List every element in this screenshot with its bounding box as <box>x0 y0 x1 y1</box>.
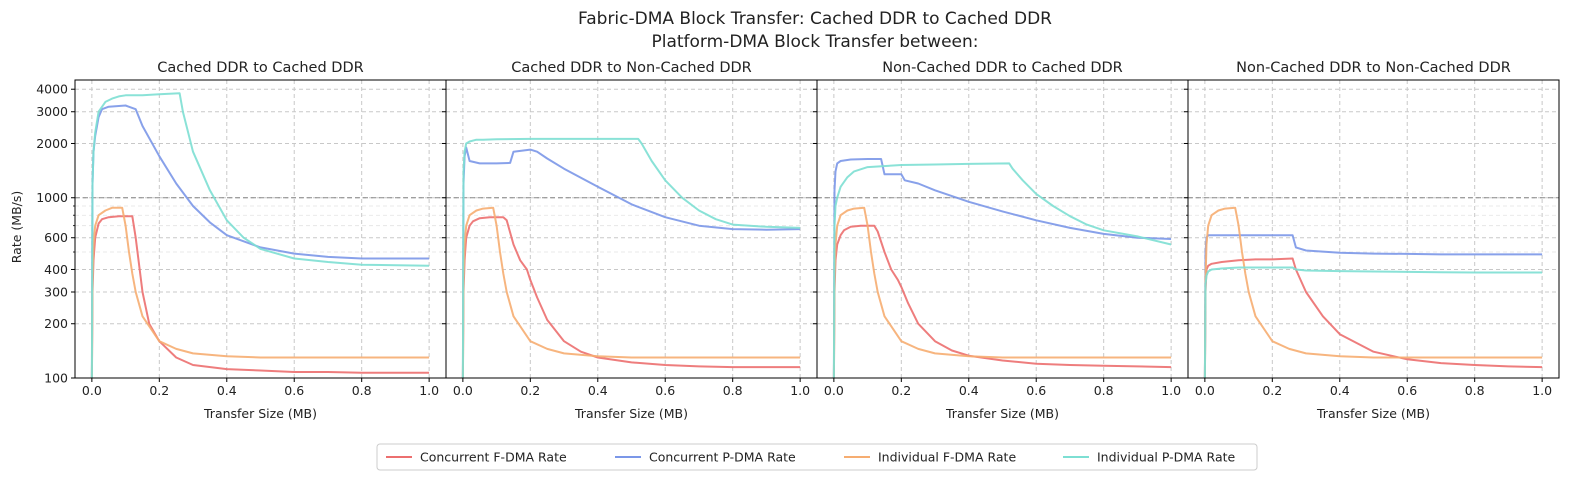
series-concurrent-p-dma-rate <box>90 104 430 378</box>
x-axis-label: Transfer Size (MB) <box>203 406 317 421</box>
series-concurrent-p-dma-rate <box>461 146 801 378</box>
x-tick-label: 0.2 <box>891 383 911 398</box>
panel-title: Non-Cached DDR to Cached DDR <box>882 60 1123 76</box>
panel-4: 0.0 0.2 0.4 0.6 0.8 1.0 Non-Cached DDR to Non-… <box>1184 60 1560 421</box>
x-tick-label: 0.6 <box>1397 383 1417 398</box>
series-individual-p-dma-rate <box>1203 266 1543 378</box>
y-tick-label: 600 <box>44 230 68 245</box>
x-tick-label: 0.0 <box>82 383 102 398</box>
series-concurrent-p-dma-rate <box>832 158 1172 378</box>
x-tick-label: 1.0 <box>419 383 439 398</box>
panel-3: 0.0 0.2 0.4 0.6 0.8 1.0 Non-Cached DDR to Cach… <box>813 60 1189 421</box>
panel-frame <box>1187 79 1560 379</box>
series-individual-f-dma-rate <box>461 206 801 378</box>
y-tick-label: 2000 <box>36 136 68 151</box>
x-tick-label: 0.8 <box>723 383 743 398</box>
suptitle-line1: Fabric-DMA Block Transfer: Cached DDR to… <box>578 9 1052 29</box>
x-axis-label: Transfer Size (MB) <box>1316 406 1430 421</box>
series-concurrent-f-dma-rate <box>461 216 801 378</box>
panel-title: Cached DDR to Cached DDR <box>157 60 363 76</box>
chart-panels: 0.0 0.2 0.4 0.6 0.8 1.0 100 200 300 400 600 1000 200… <box>36 60 1560 421</box>
series-group <box>832 158 1172 378</box>
series-individual-p-dma-rate <box>461 137 801 378</box>
x-tick-label: 0.4 <box>959 383 979 398</box>
x-tick-label: 1.0 <box>790 383 810 398</box>
legend: Concurrent F-DMA Rate Concurrent P-DMA R… <box>376 443 1258 471</box>
panel-title: Non-Cached DDR to Non-Cached DDR <box>1236 60 1511 76</box>
x-axis-label: Transfer Size (MB) <box>945 406 1059 421</box>
x-tick-label: 0.8 <box>1465 383 1485 398</box>
x-axis-label: Transfer Size (MB) <box>574 406 688 421</box>
legend-frame <box>376 443 1258 471</box>
series-individual-f-dma-rate <box>90 206 430 378</box>
suptitle-line2: Platform-DMA Block Transfer between: <box>651 32 978 52</box>
series-individual-f-dma-rate <box>1203 206 1543 378</box>
x-tick-label: 0.2 <box>149 383 169 398</box>
series-group <box>1203 206 1543 378</box>
x-tick-label: 0.8 <box>1094 383 1114 398</box>
y-tick-label: 4000 <box>36 82 68 97</box>
series-group <box>90 92 430 378</box>
y-tick-label: 100 <box>44 371 68 386</box>
series-concurrent-f-dma-rate <box>1203 257 1543 378</box>
x-tick-label: 0.4 <box>1330 383 1350 398</box>
series-individual-f-dma-rate <box>832 206 1172 378</box>
panel-2: 0.0 0.2 0.4 0.6 0.8 1.0 Cached DDR to Non-Cach… <box>442 60 818 421</box>
legend-label-individual-pdma: Individual P-DMA Rate <box>1097 450 1236 465</box>
y-axis-label: Rate (MB/s) <box>9 191 24 263</box>
series-concurrent-f-dma-rate <box>832 224 1172 378</box>
y-tick-label: 3000 <box>36 104 68 119</box>
x-tick-label: 0.6 <box>1026 383 1046 398</box>
legend-label-concurrent-pdma: Concurrent P-DMA Rate <box>649 450 796 465</box>
y-tick-label: 400 <box>44 262 68 277</box>
y-tick-label: 1000 <box>36 190 68 205</box>
series-individual-p-dma-rate <box>832 162 1172 378</box>
panel-title: Cached DDR to Non-Cached DDR <box>511 60 752 76</box>
x-tick-label: 0.0 <box>1195 383 1215 398</box>
series-group <box>461 137 801 378</box>
x-tick-label: 0.8 <box>352 383 372 398</box>
x-tick-label: 0.0 <box>453 383 473 398</box>
y-tick-label: 300 <box>44 284 68 299</box>
legend-label-concurrent-fdma: Concurrent F-DMA Rate <box>420 450 567 465</box>
series-individual-p-dma-rate <box>90 92 430 378</box>
x-tick-label: 0.6 <box>655 383 675 398</box>
panel-frame <box>74 79 447 379</box>
panel-1: 0.0 0.2 0.4 0.6 0.8 1.0 100 200 300 400 600 1000 200… <box>36 60 447 421</box>
x-tick-label: 0.4 <box>217 383 237 398</box>
y-tick-label: 200 <box>44 316 68 331</box>
x-tick-label: 0.2 <box>520 383 540 398</box>
x-tick-label: 0.0 <box>824 383 844 398</box>
x-tick-label: 0.2 <box>1262 383 1282 398</box>
x-tick-label: 1.0 <box>1161 383 1181 398</box>
x-tick-label: 0.6 <box>284 383 304 398</box>
x-tick-label: 1.0 <box>1532 383 1552 398</box>
series-concurrent-f-dma-rate <box>90 215 430 378</box>
panel-frame <box>816 79 1189 379</box>
legend-label-individual-fdma: Individual F-DMA Rate <box>878 450 1016 465</box>
x-tick-label: 0.4 <box>588 383 608 398</box>
